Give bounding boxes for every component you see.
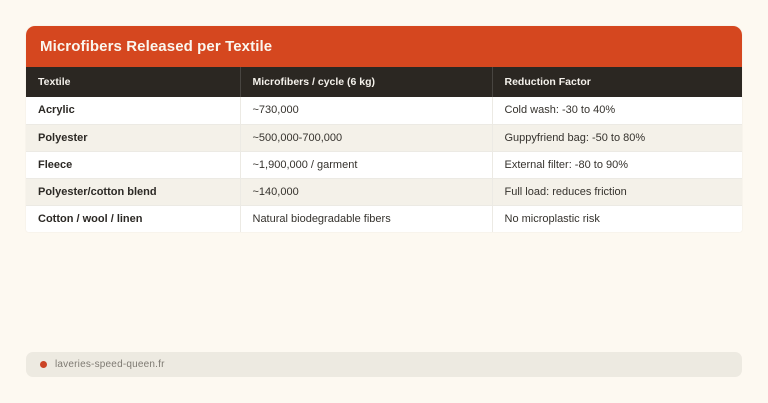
cell-reduction: External filter: -80 to 90% [492, 151, 742, 179]
source-url: laveries-speed-queen.fr [55, 359, 165, 370]
table-row: Acrylic ~730,000 Cold wash: -30 to 40% [26, 97, 742, 125]
source-dot-icon [40, 361, 47, 368]
table-row: Polyester/cotton blend ~140,000 Full loa… [26, 178, 742, 206]
cell-microfibers: ~1,900,000 / garment [240, 151, 493, 179]
column-header-microfibers: Microfibers / cycle (6 kg) [240, 67, 493, 97]
table-row: Fleece ~1,900,000 / garment External fil… [26, 151, 742, 179]
table-header-row: Textile Microfibers / cycle (6 kg) Reduc… [26, 67, 742, 97]
cell-microfibers: Natural biodegradable fibers [240, 205, 493, 232]
microfibers-table: Textile Microfibers / cycle (6 kg) Reduc… [26, 67, 742, 232]
cell-microfibers: ~140,000 [240, 178, 493, 206]
card-header: Microfibers Released per Textile [26, 26, 742, 67]
source-bar: laveries-speed-queen.fr [26, 352, 742, 377]
page-title: Microfibers Released per Textile [40, 38, 273, 55]
cell-textile: Cotton / wool / linen [26, 205, 241, 232]
cell-textile: Polyester [26, 124, 241, 152]
cell-reduction: Full load: reduces friction [492, 178, 742, 206]
cell-reduction: Cold wash: -30 to 40% [492, 97, 742, 125]
table-row: Cotton / wool / linen Natural biodegrada… [26, 205, 742, 232]
table-header: Textile Microfibers / cycle (6 kg) Reduc… [26, 67, 742, 97]
cell-textile: Acrylic [26, 97, 241, 125]
cell-reduction: Guppyfriend bag: -50 to 80% [492, 124, 742, 152]
column-header-textile: Textile [26, 67, 241, 97]
cell-reduction: No microplastic risk [492, 205, 742, 232]
table-body: Acrylic ~730,000 Cold wash: -30 to 40% P… [26, 97, 742, 232]
cell-microfibers: ~500,000-700,000 [240, 124, 493, 152]
cell-microfibers: ~730,000 [240, 97, 493, 125]
microfibers-table-card: Microfibers Released per Textile Textile… [26, 26, 742, 232]
cell-textile: Polyester/cotton blend [26, 178, 241, 206]
table-row: Polyester ~500,000-700,000 Guppyfriend b… [26, 124, 742, 152]
cell-textile: Fleece [26, 151, 241, 179]
column-header-reduction: Reduction Factor [492, 67, 742, 97]
